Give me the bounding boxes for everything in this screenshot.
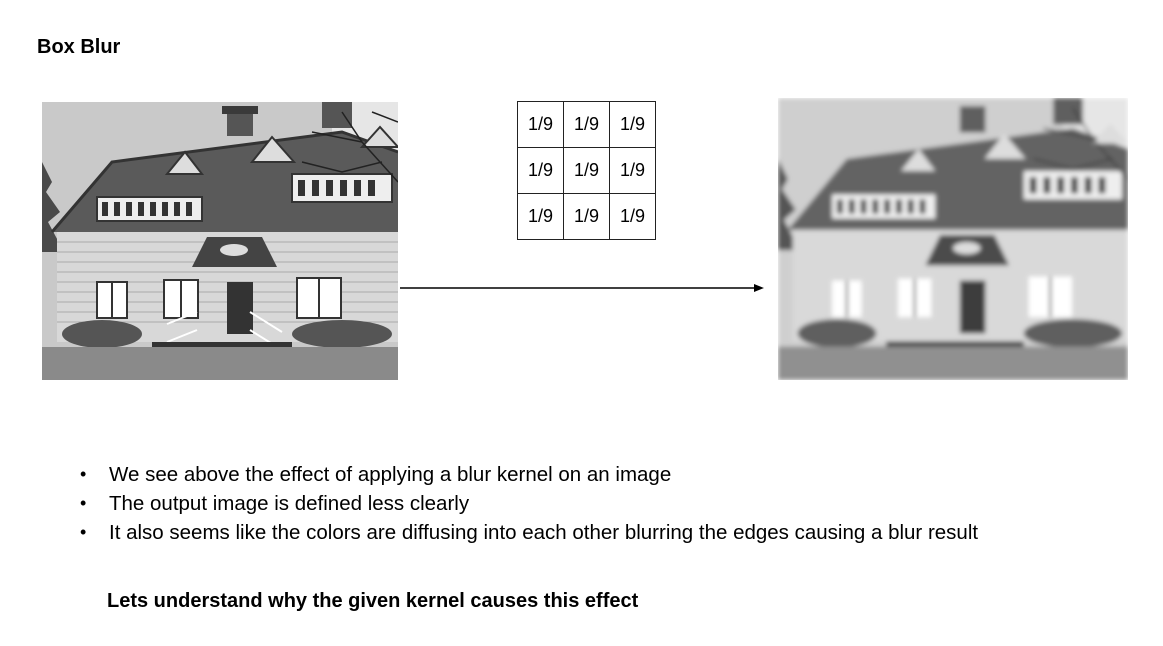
slide-title: Box Blur [37,36,121,58]
bullet-text: The output image is defined less clearly [109,492,470,515]
kernel-cell: 1/9 [517,147,564,194]
kernel-cell: 1/9 [609,193,656,240]
conclusion-text: Lets understand why the given kernel cau… [107,590,639,612]
transform-arrow [400,284,764,292]
bullet-dot-icon: • [80,464,87,484]
kernel-row: 1/9 1/9 1/9 [517,101,656,148]
kernel-row: 1/9 1/9 1/9 [517,193,656,240]
bullet-text: It also seems like the colors are diffus… [109,521,979,544]
bullet-dot-icon: • [80,522,87,542]
kernel-cell: 1/9 [609,101,656,148]
kernel-cell: 1/9 [517,101,564,148]
bullet-text: We see above the effect of applying a bl… [109,463,672,486]
kernel-grid: 1/9 1/9 1/9 1/9 1/9 1/9 1/9 1/9 1/9 [517,101,656,240]
bullet-item: • We see above the effect of applying a … [80,460,978,489]
bullet-list: • We see above the effect of applying a … [80,460,978,547]
kernel-cell: 1/9 [517,193,564,240]
kernel-cell: 1/9 [563,193,610,240]
bullet-item: • The output image is defined less clear… [80,489,978,518]
input-image [42,102,398,380]
kernel-cell: 1/9 [563,147,610,194]
kernel-cell: 1/9 [609,147,656,194]
output-image [778,98,1128,380]
bullet-item: • It also seems like the colors are diff… [80,518,978,547]
kernel-row: 1/9 1/9 1/9 [517,147,656,194]
bullet-dot-icon: • [80,493,87,513]
kernel-cell: 1/9 [563,101,610,148]
